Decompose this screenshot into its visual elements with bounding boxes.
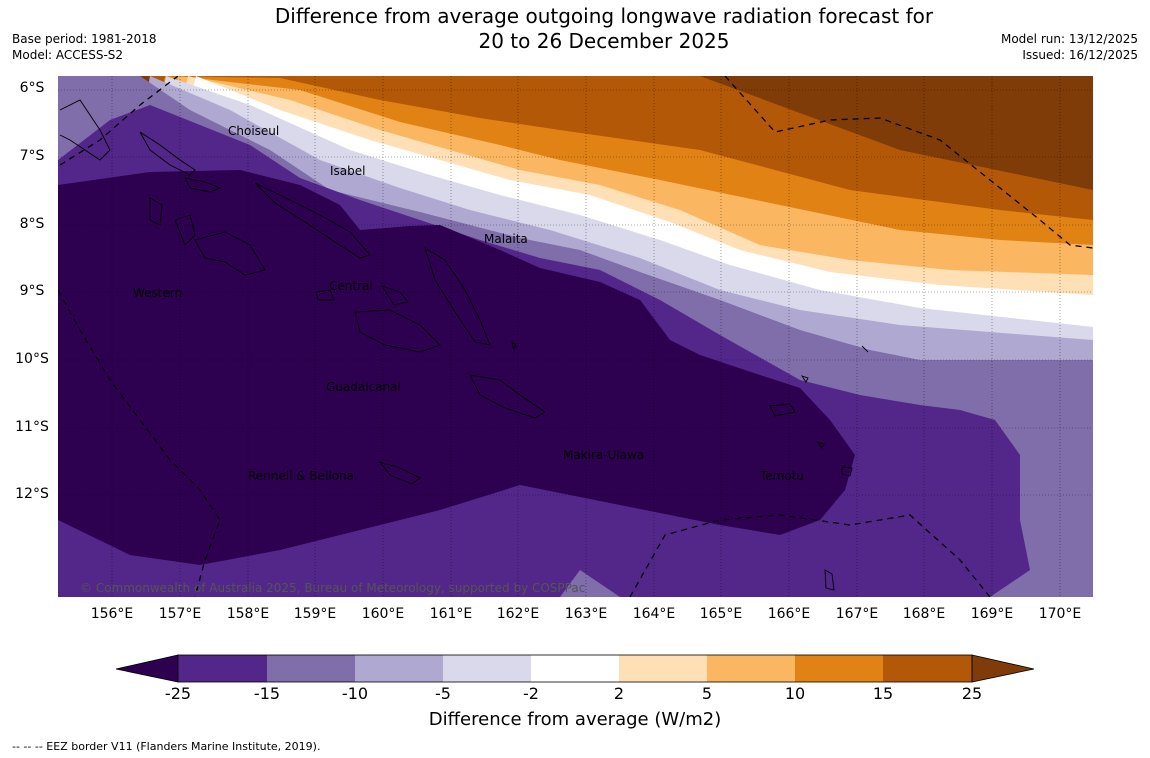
lat-label: 10°S [15,351,49,367]
lon-label: 162°E [496,606,540,622]
colorbar-swatch-2 [267,655,355,682]
region-label-western: Western [133,286,182,300]
colorbar-frame [177,654,973,683]
colorbar-swatch-4 [443,655,531,682]
band-lt-minus25 [58,170,855,565]
lat-label: 8°S [19,216,45,232]
lat-label: 12°S [15,486,49,502]
region-label-choiseul: Choiseul [228,124,279,138]
island-small-4 [861,345,869,353]
island-nendo [769,403,796,417]
lon-label: 163°E [564,606,608,622]
islands [59,99,869,591]
region-labels: Choiseul Isabel Malaita Western Central … [133,124,804,483]
lon-label: 165°E [699,606,743,622]
colorbar-tick-label: 15 [872,684,894,703]
colorbar-swatch-6 [619,655,707,682]
copyright-notice: © Commonwealth of Australia 2025, Bureau… [80,581,585,595]
lon-label: 168°E [902,606,946,622]
lat-label: 11°S [15,419,49,435]
colorbar-tick-label: 2 [613,684,625,703]
band-minus10-south [560,570,620,597]
region-label-isabel: Isabel [330,164,365,178]
lon-label: 166°E [767,606,811,622]
colorbar [115,654,1035,683]
lon-label: 157°E [158,606,202,622]
island-makira [469,374,546,419]
colorbar-tick-label: -2 [523,684,539,703]
colorbar-swatch-1 [178,655,267,682]
map-title: Difference from average outgoing longwav… [200,4,1008,54]
colorbar-swatch-8 [795,655,883,682]
colorbar-swatch-9 [883,655,972,682]
lon-label: 167°E [835,606,879,622]
band-minus15-sw [58,530,200,597]
region-label-rennell-bellona: Rennell & Bellona [248,469,354,483]
meta-left: Base period: 1981-2018 Model: ACCESS-S2 [12,31,157,63]
island-bougainville [59,99,111,161]
base-period: Base period: 1981-2018 [12,32,157,46]
title-line-2: 20 to 26 December 2025 [478,29,730,53]
colorbar-swatch-5 [531,655,619,682]
island-florida [380,285,409,306]
model-name: Model: ACCESS-S2 [12,48,124,62]
region-label-guadalcanal: Guadalcanal [326,380,401,394]
region-label-central: Central [329,279,373,293]
colorbar-tick-label: -5 [435,684,451,703]
island-small-2 [800,375,809,383]
colorbar-tick-label: -10 [341,684,369,703]
island-kolombangara [174,214,196,246]
model-run: Model run: 13/12/2025 [1000,32,1138,46]
eez-legend-note: -- -- -- EEZ border V11 (Flanders Marine… [12,740,321,753]
region-label-makira-ulawa: Makira-Ulawa [563,448,644,462]
eez-borders [58,76,1093,597]
island-rennell [378,461,421,485]
island-small-1 [815,441,825,449]
colorbar-high-extend [971,654,1035,683]
region-label-malaita: Malaita [484,232,528,246]
colorbar-title: Difference from average (W/m2) [428,709,722,730]
lon-label: 156°E [90,606,134,622]
lat-label: 9°S [19,283,45,299]
meta-right: Model run: 13/12/2025 Issued: 16/12/2025 [1001,31,1138,63]
colorbar-tick-label: 25 [961,684,983,703]
lat-label: 7°S [19,148,45,164]
island-choiseul [139,131,196,176]
lat-label: 6°S [19,80,45,96]
island-vanikoro [841,466,853,477]
lon-label: 161°E [429,606,473,622]
colorbar-low-extend [115,654,179,683]
island-shortlands [184,177,222,193]
island-south-islet [824,569,835,591]
colorbar-tick-label: -25 [164,684,192,703]
island-new-georgia [194,231,266,276]
colorbar-tick-label: 10 [784,684,806,703]
lon-label: 164°E [632,606,676,622]
island-russell [315,289,335,301]
title-line-1: Difference from average outgoing longwav… [274,4,934,28]
island-small-3 [511,340,517,352]
island-vella-lavella [149,197,163,226]
map-area [58,76,1093,597]
colorbar-swatch-7 [707,655,795,682]
lon-label: 158°E [226,606,270,622]
lon-label: 159°E [293,606,337,622]
colorbar-swatch-3 [355,655,443,682]
lon-label: 169°E [970,606,1014,622]
island-malaita [424,247,491,346]
colorbar-tick-label: 5 [701,684,713,703]
lon-label: 160°E [361,606,405,622]
issued-date: Issued: 16/12/2025 [1022,48,1138,62]
colorbar-tick-label: -15 [253,684,281,703]
island-guadalcanal [354,309,441,353]
island-isabel [254,182,371,259]
lon-label: 170°E [1038,606,1082,622]
region-label-temotu: Temotu [759,469,804,483]
